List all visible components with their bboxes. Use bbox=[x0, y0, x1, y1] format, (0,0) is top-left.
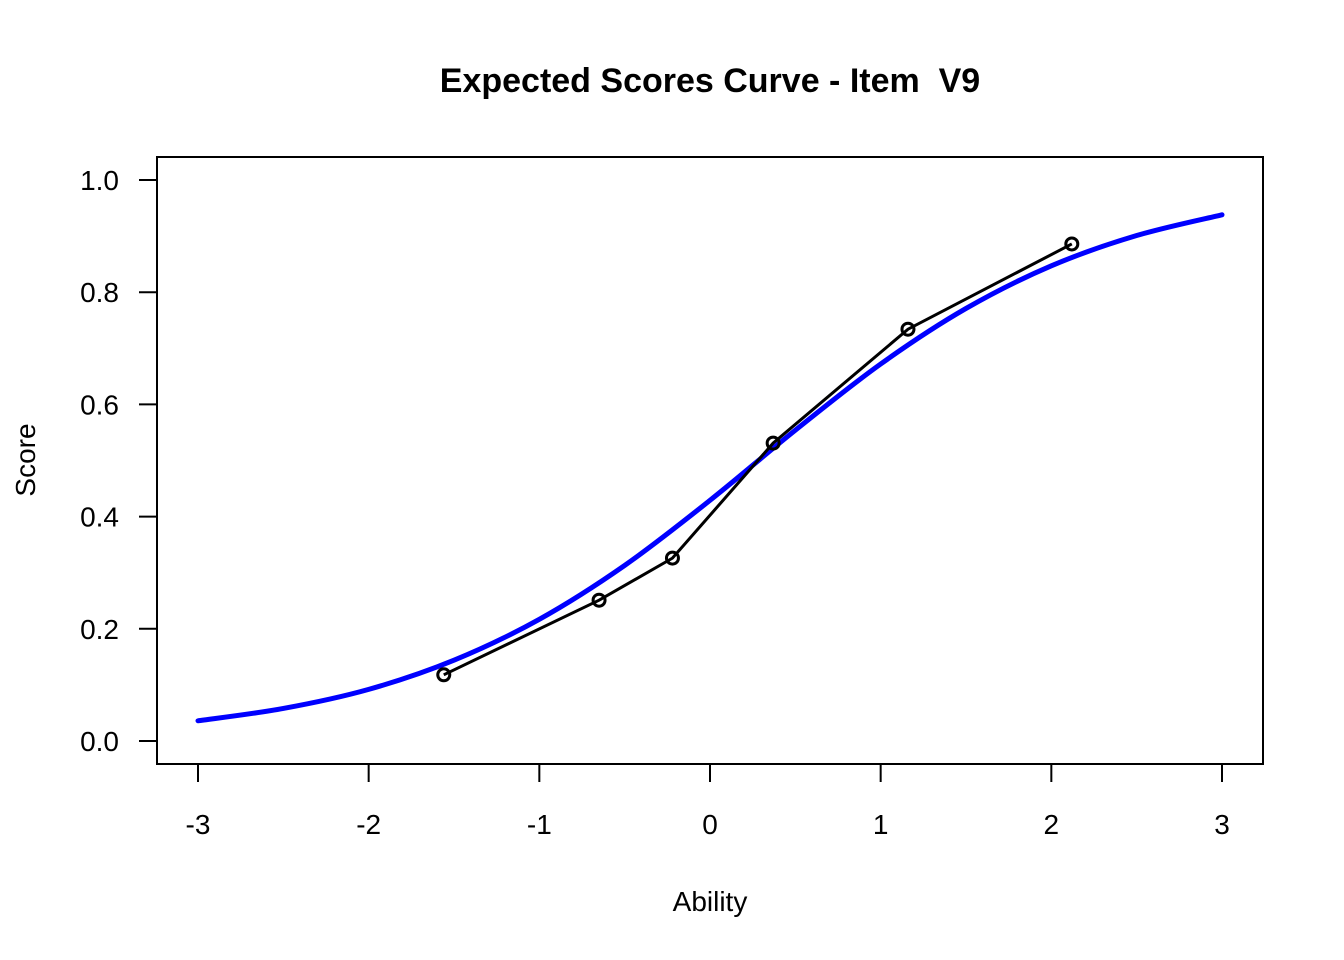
y-tick-label: 1.0 bbox=[80, 165, 119, 196]
observed-score-point bbox=[1064, 236, 1080, 252]
x-tick-label: 2 bbox=[1044, 809, 1060, 840]
chart-title: Expected Scores Curve - Item V9 bbox=[440, 62, 980, 100]
x-tick-label: 0 bbox=[702, 809, 718, 840]
observed-score-point bbox=[900, 321, 916, 337]
x-tick-label: -3 bbox=[186, 809, 211, 840]
expected-score-curve bbox=[195, 212, 1225, 724]
x-tick-label: 3 bbox=[1214, 809, 1230, 840]
y-tick-label: 0.4 bbox=[80, 502, 119, 533]
plot-marks bbox=[195, 212, 1225, 724]
y-tick-label: 0.0 bbox=[80, 726, 119, 757]
y-axis: 0.0 0.2 0.4 0.6 0.8 1.0 bbox=[80, 165, 158, 757]
x-tick-label: -1 bbox=[527, 809, 552, 840]
y-tick-label: 0.6 bbox=[80, 389, 119, 420]
observed-score-line bbox=[443, 242, 1073, 677]
x-tick-label: 1 bbox=[873, 809, 889, 840]
y-tick-label: 0.8 bbox=[80, 277, 119, 308]
observed-score-point bbox=[436, 667, 452, 683]
y-axis-label: Score bbox=[10, 423, 41, 496]
x-tick-label: -2 bbox=[356, 809, 381, 840]
y-tick-label: 0.2 bbox=[80, 614, 119, 645]
observed-score-point bbox=[765, 435, 781, 451]
x-axis: -3 -2 -1 0 1 2 3 bbox=[186, 763, 1230, 840]
x-axis-label: Ability bbox=[673, 886, 748, 917]
observed-score-point bbox=[664, 550, 680, 566]
observed-score-point bbox=[591, 592, 607, 608]
